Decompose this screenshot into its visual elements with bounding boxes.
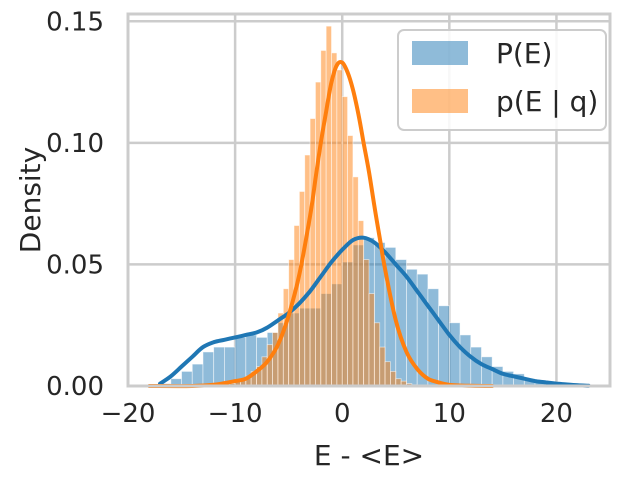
x-tick-label-4: 20: [540, 399, 573, 429]
bar-peq-44: [384, 361, 391, 387]
bar-peq-43: [379, 346, 386, 387]
legend-label-pe: P(E): [496, 37, 552, 70]
bar-peq-24: [277, 312, 284, 387]
y-axis-label: Density: [14, 147, 47, 253]
bar-peq-41: [368, 293, 375, 387]
x-tick-label-2: 0: [334, 399, 351, 429]
bar-pe-5: [213, 346, 225, 387]
bar-pe-28: [459, 334, 472, 387]
bar-pe-29: [470, 346, 482, 387]
bar-peq-45: [390, 371, 397, 387]
bar-peq-34: [331, 52, 338, 387]
kde-line-peq: [147, 59, 495, 389]
legend-label-peq: p(E | q): [496, 85, 598, 118]
bar-pe-26: [438, 305, 450, 387]
x-tick-label-3: 10: [433, 399, 466, 429]
kde-lines: [147, 59, 591, 389]
bar-pe-4: [202, 351, 215, 387]
y-tick-label-1: 0.05: [46, 250, 104, 280]
histogram-bars: [159, 25, 589, 387]
bar-pe-27: [448, 322, 461, 387]
kde-line-pe: [158, 235, 591, 388]
bar-peq-42: [373, 322, 381, 387]
bar-peq-32: [320, 50, 327, 387]
y-tick-label-3: 0.15: [46, 7, 104, 37]
bar-pe-30: [481, 356, 493, 387]
y-tick-label-0: 0.00: [46, 372, 104, 402]
bar-peq-26: [288, 259, 295, 387]
bar-peq-37: [347, 135, 354, 387]
bar-peq-35: [336, 69, 343, 387]
bar-peq-25: [282, 288, 290, 387]
bar-peq-40: [363, 259, 370, 387]
legend: P(E) p(E | q): [397, 29, 607, 131]
legend-swatch-peq: [412, 89, 468, 113]
bar-peq-39: [357, 220, 365, 387]
y-tick-label-2: 0.10: [46, 129, 104, 159]
bar-peq-23: [272, 332, 279, 387]
bar-peq-30: [309, 118, 316, 387]
x-tick-label-0: −20: [101, 399, 156, 429]
bar-peq-28: [298, 191, 306, 387]
tick-labels: −20 −10 0 10 20 0.00 0.05 0.10 0.15: [46, 7, 573, 429]
bar-pe-2: [181, 371, 193, 387]
plot-border: [126, 12, 612, 388]
bar-peq-36: [341, 96, 348, 387]
axes-frame: [126, 12, 612, 388]
x-tick-label-1: −10: [208, 399, 263, 429]
bar-peq-31: [315, 81, 322, 387]
bar-peq-29: [304, 154, 311, 387]
x-axis-label: E - <E>: [314, 439, 424, 472]
bar-pe-3: [191, 363, 204, 387]
legend-swatch-pe: [412, 41, 468, 65]
bar-peq-22: [266, 344, 274, 387]
bar-peq-38: [352, 176, 359, 387]
bar-pe-25: [427, 288, 440, 387]
